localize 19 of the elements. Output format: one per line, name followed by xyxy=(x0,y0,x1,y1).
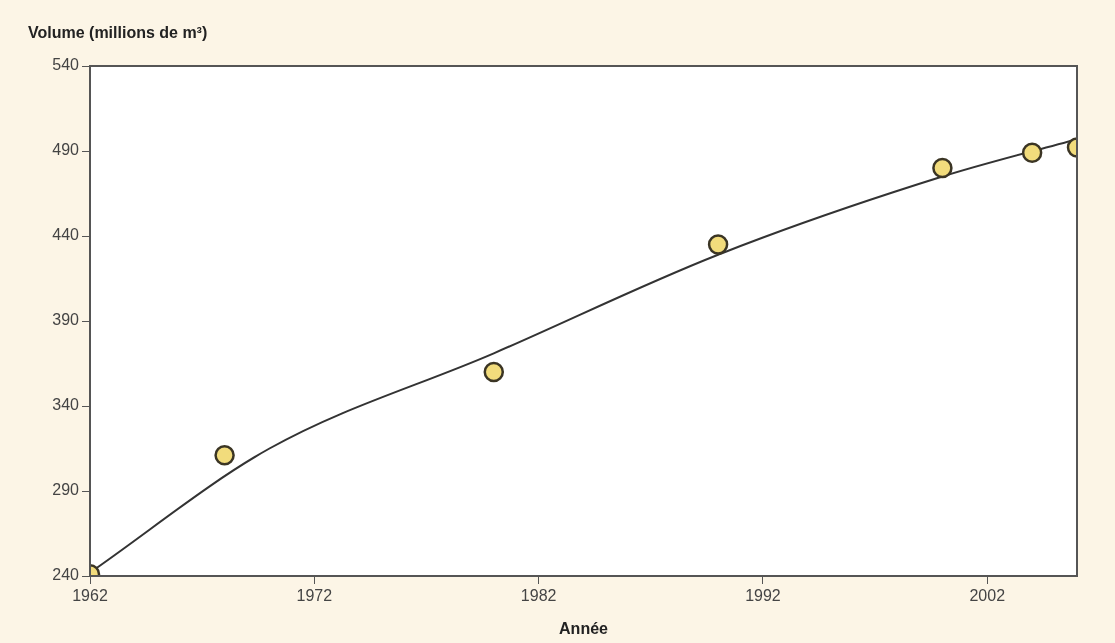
y-tick-label: 540 xyxy=(52,56,80,74)
x-tick-label: 1982 xyxy=(520,587,557,605)
point xyxy=(483,361,505,383)
y-tick-label: 290 xyxy=(52,481,80,499)
x-axis-title: Année xyxy=(559,619,609,637)
point xyxy=(932,157,953,179)
point xyxy=(1021,142,1043,163)
x-tick-label: 2002 xyxy=(969,587,1006,605)
x-tick-label: 1972 xyxy=(296,587,333,605)
x-tick-label: 1992 xyxy=(745,587,781,605)
y-tick-label: 490 xyxy=(52,141,80,159)
x-tick-label: 1962 xyxy=(72,587,108,605)
y-tick-label: 340 xyxy=(52,396,80,414)
y-tick-label: 240 xyxy=(52,566,80,584)
point xyxy=(707,234,729,255)
y-axis-title: Volume (millions de m³) xyxy=(28,24,208,42)
point xyxy=(214,445,235,466)
y-tick-label: 440 xyxy=(52,226,80,244)
y-tick-label: 390 xyxy=(52,311,80,329)
